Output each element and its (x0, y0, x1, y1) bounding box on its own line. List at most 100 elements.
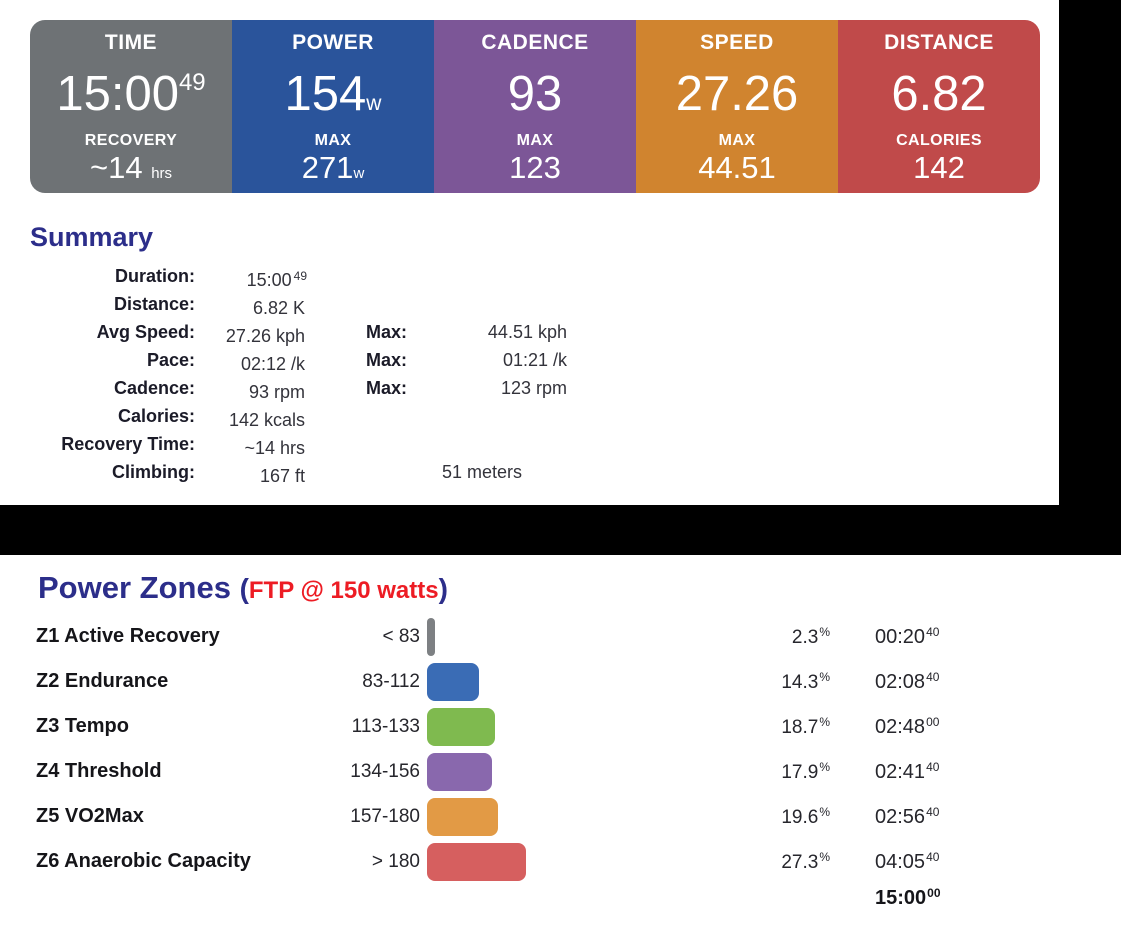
zone-percent: 19.6% (781, 804, 830, 828)
summary-value: 15:00 49 (246, 269, 307, 290)
card-subvalue: ~14 hrs (89, 150, 173, 185)
summary-max-label: Max: (365, 322, 407, 342)
card-title: SPEED (700, 31, 774, 54)
zone-row-z2: Z2 Endurance 83-112 14.3% 02:0840 (0, 659, 1059, 704)
zone-name: Z2 Endurance (36, 670, 169, 692)
summary-label: Pace: (146, 350, 195, 370)
zone-bar (427, 662, 479, 701)
zone-range: 157-180 (350, 805, 420, 827)
summary-heading: Summary (30, 222, 154, 252)
power-zones-heading: Power Zones (FTP @ 150 watts) (38, 570, 448, 605)
right-black-strip (1059, 0, 1121, 555)
card-title: POWER (292, 31, 374, 54)
power-zones-chart: Z1 Active Recovery < 83 2.3% 00:2040 Z2 … (0, 614, 1059, 884)
metric-cards: TIME 15:0049 RECOVERY ~14 hrs POWER 154w… (30, 20, 1040, 193)
card-power: POWER 154w MAX 271w (232, 20, 434, 193)
summary-label: Calories: (117, 406, 195, 426)
zone-row-z5: Z5 VO2Max 157-180 19.6% 02:5640 (0, 794, 1059, 839)
ftp-label: FTP @ 150 watts (248, 577, 439, 604)
zone-name: Z1 Active Recovery (36, 625, 220, 647)
card-distance: DISTANCE 6.82 CALORIES 142 (838, 20, 1040, 193)
summary-max-value (407, 402, 567, 430)
card-value: 6.82 (891, 67, 987, 121)
card-sublabel: MAX (314, 132, 352, 149)
summary-value: 142 kcals (228, 410, 305, 430)
card-value: 154w (284, 67, 382, 121)
summary-value: ~14 hrs (244, 438, 305, 458)
zone-row-z3: Z3 Tempo 113-133 18.7% 02:4800 (0, 704, 1059, 749)
summary-max-label (307, 262, 407, 290)
zone-time: 04:0540 (875, 849, 940, 873)
zone-row-z4: Z4 Threshold 134-156 17.9% 02:4140 (0, 749, 1059, 794)
zone-range: 113-133 (351, 715, 420, 737)
zone-percent: 27.3% (781, 849, 830, 873)
zone-range: 83-112 (362, 670, 420, 692)
zone-row-z6: Z6 Anaerobic Capacity > 180 27.3% 04:054… (0, 839, 1059, 884)
summary-value: 167 ft (259, 466, 305, 486)
summary-row-climbing: Climbing: 167 ft 51 meters (30, 458, 567, 486)
zone-time: 02:4140 (875, 759, 940, 783)
card-title: DISTANCE (884, 31, 994, 54)
summary-max-value: 44.51 kph (487, 322, 567, 342)
summary-max-value (407, 430, 567, 458)
summary-label: Climbing: (112, 462, 195, 482)
zone-row-z1: Z1 Active Recovery < 83 2.3% 00:2040 (0, 614, 1059, 659)
summary-row-pace: Pace: 02:12 /k Max: 01:21 /k (30, 346, 567, 374)
summary-max-label: Max: (365, 350, 407, 370)
summary-label: Cadence: (113, 378, 195, 398)
card-title: TIME (104, 31, 158, 54)
card-sublabel: MAX (718, 132, 756, 149)
summary-max-value (407, 290, 567, 318)
zone-name: Z4 Threshold (36, 760, 162, 782)
card-sublabel: MAX (516, 132, 554, 149)
zone-time: 00:2040 (875, 624, 940, 648)
zone-time: 02:0840 (875, 669, 940, 693)
summary-label: Duration: (115, 266, 195, 286)
card-value: 27.26 (675, 67, 799, 121)
summary-max-label (307, 402, 407, 430)
summary-value: 02:12 /k (240, 354, 305, 374)
summary-label: Avg Speed: (96, 322, 195, 342)
summary-value: 6.82 K (252, 298, 305, 318)
zone-name: Z6 Anaerobic Capacity (36, 850, 251, 872)
summary-row-duration: Duration: 15:00 49 (30, 262, 567, 290)
summary-value: 93 rpm (248, 382, 305, 402)
card-value: 15:0049 (56, 67, 206, 121)
zone-bar (427, 617, 435, 656)
zone-percent: 18.7% (781, 714, 830, 738)
zone-time: 02:5640 (875, 804, 940, 828)
zone-name: Z3 Tempo (36, 715, 129, 737)
summary-max-value: 123 rpm (500, 378, 567, 398)
total-time: 15:0000 (875, 886, 941, 909)
summary-label: Recovery Time: (61, 434, 195, 454)
card-subvalue: 142 (913, 150, 965, 185)
zone-bar (427, 842, 526, 881)
zone-name: Z5 VO2Max (36, 805, 144, 827)
summary-max-label (307, 430, 407, 458)
summary-value: 27.26 kph (225, 326, 305, 346)
summary-max-value: 01:21 /k (502, 350, 567, 370)
zone-percent: 17.9% (781, 759, 830, 783)
summary-row-avg-speed: Avg Speed: 27.26 kph Max: 44.51 kph (30, 318, 567, 346)
card-subvalue: 44.51 (698, 150, 776, 185)
zone-bar (427, 752, 492, 791)
card-subvalue: 271w (301, 150, 365, 185)
zone-percent: 14.3% (781, 669, 830, 693)
card-title: CADENCE (481, 31, 589, 54)
summary-max-value: 51 meters (441, 462, 522, 482)
card-time: TIME 15:0049 RECOVERY ~14 hrs (30, 20, 232, 193)
card-subvalue: 123 (509, 150, 561, 185)
summary-max-label (307, 458, 407, 486)
summary-table: Duration: 15:00 49 Distance: 6.82 K Avg S… (30, 262, 567, 486)
card-cadence: CADENCE 93 MAX 123 (434, 20, 636, 193)
summary-row-calories: Calories: 142 kcals (30, 402, 567, 430)
summary-max-value (407, 262, 567, 290)
section-divider-band (0, 505, 1121, 555)
card-speed: SPEED 27.26 MAX 44.51 (636, 20, 838, 193)
zone-range: < 83 (382, 625, 420, 647)
zone-bar (427, 707, 495, 746)
summary-row-recovery-time: Recovery Time: ~14 hrs (30, 430, 567, 458)
zone-bar (427, 797, 498, 836)
summary-row-cadence: Cadence: 93 rpm Max: 123 rpm (30, 374, 567, 402)
card-value: 93 (507, 67, 563, 121)
